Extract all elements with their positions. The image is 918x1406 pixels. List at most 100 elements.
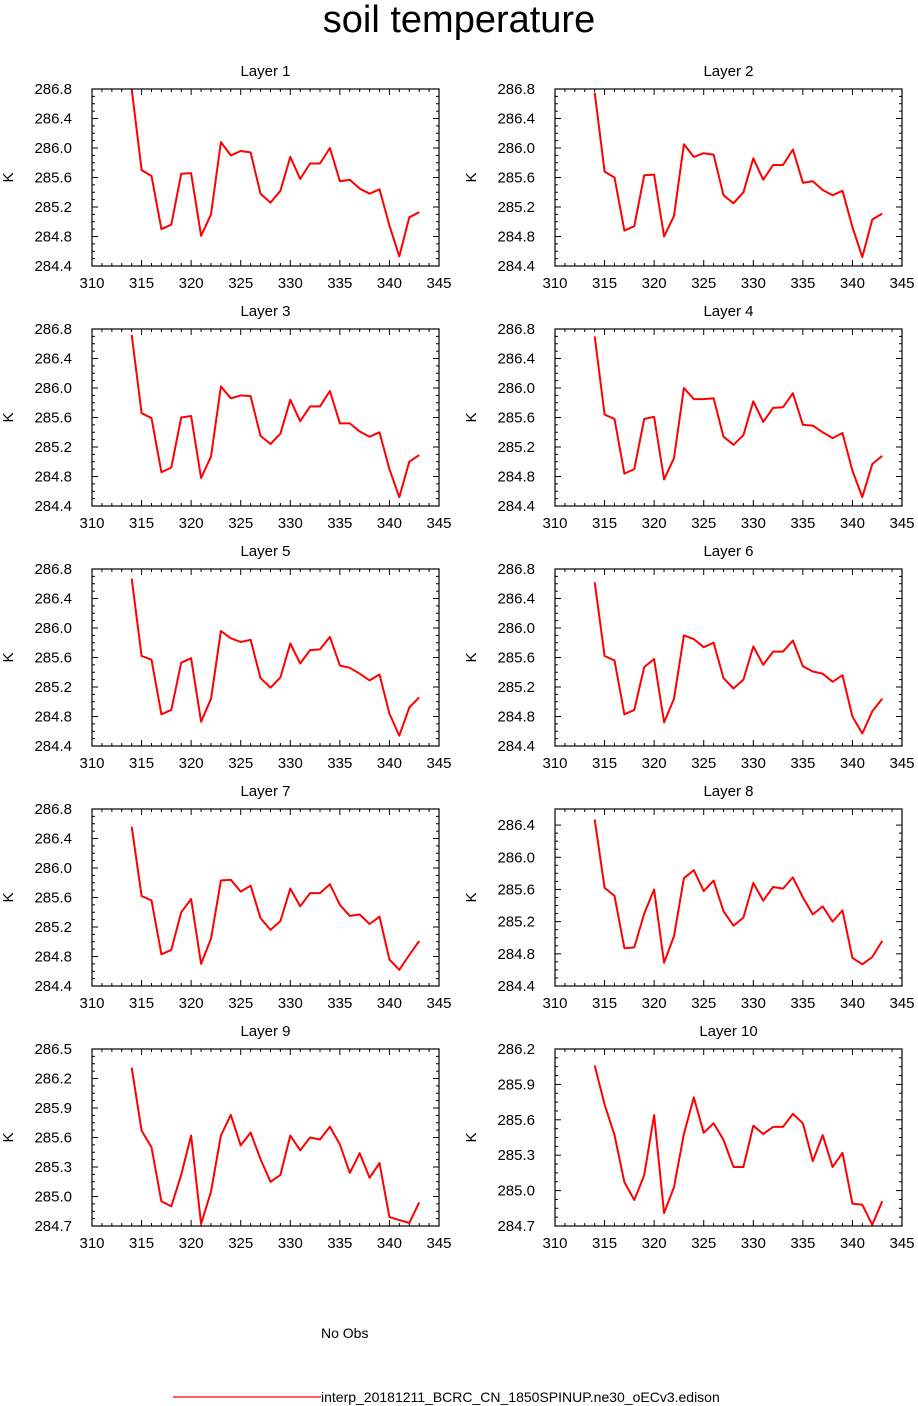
y-tick-label: 286.4 xyxy=(34,591,72,608)
x-tick-label: 340 xyxy=(840,1235,865,1252)
plot-frame xyxy=(554,1048,903,1227)
y-tick-label: 286.8 xyxy=(497,561,535,578)
plot-frame xyxy=(91,328,440,507)
series-line xyxy=(130,826,421,971)
chart-title: Layer 5 xyxy=(240,543,290,560)
chart-panel-9: Layer 9 K 310 315 320 325 330 335 340 345 284.7 285… xyxy=(0,1023,452,1252)
x-tick-label: 345 xyxy=(426,1235,451,1252)
chart-title: Layer 9 xyxy=(240,1023,290,1040)
plot-frame xyxy=(91,568,440,747)
y-tick-label: 285.6 xyxy=(497,881,535,898)
x-tick-label: 340 xyxy=(377,755,402,772)
y-tick-label: 284.4 xyxy=(497,498,535,515)
y-tick-label: 284.7 xyxy=(34,1218,72,1235)
y-tick-label: 285.6 xyxy=(497,170,535,187)
y-axis-label: K xyxy=(463,1132,480,1142)
chart-panel-7: Layer 7 K 310 315 320 325 330 335 340 345 284.4 284… xyxy=(0,783,452,1012)
chart-panel-1: Layer 1 K 310 315 320 325 330 335 340 345 284.4 284… xyxy=(0,63,452,292)
y-tick-label: 284.8 xyxy=(497,946,535,963)
y-tick-label: 285.2 xyxy=(497,914,535,931)
x-tick-label: 335 xyxy=(327,515,352,532)
y-tick-label: 286.4 xyxy=(497,817,535,834)
y-tick-label: 286.2 xyxy=(497,1041,535,1058)
y-tick-label: 286.8 xyxy=(34,801,72,818)
series-line xyxy=(130,88,420,258)
plot-frame xyxy=(91,808,440,987)
chart-panel-2: Layer 2 K 310 315 320 325 330 335 340 345 284.4 284… xyxy=(463,63,915,292)
x-tick-label: 315 xyxy=(129,515,154,532)
y-tick-label: 286.8 xyxy=(34,561,72,578)
x-tick-label: 320 xyxy=(642,755,667,772)
x-tick-label: 330 xyxy=(278,275,303,292)
y-tick-label: 286.4 xyxy=(497,111,535,128)
x-tick-label: 315 xyxy=(129,995,154,1012)
x-tick-label: 330 xyxy=(741,275,766,292)
y-tick-label: 284.4 xyxy=(497,738,535,755)
y-axis-label: K xyxy=(0,412,17,422)
chart-title: Layer 6 xyxy=(703,543,753,560)
x-tick-label: 335 xyxy=(790,755,815,772)
plot-frame xyxy=(554,808,903,987)
y-tick-label: 286.5 xyxy=(34,1041,72,1058)
series-line xyxy=(593,92,883,259)
x-tick-label: 340 xyxy=(377,275,402,292)
y-tick-label: 284.8 xyxy=(34,709,72,726)
y-axis-label: K xyxy=(0,172,17,182)
y-tick-label: 285.2 xyxy=(497,199,535,216)
y-tick-label: 286.8 xyxy=(497,81,535,98)
x-tick-label: 320 xyxy=(179,515,204,532)
x-tick-label: 345 xyxy=(426,275,451,292)
x-tick-label: 345 xyxy=(426,755,451,772)
y-tick-label: 285.2 xyxy=(34,679,72,696)
x-tick-label: 310 xyxy=(79,755,104,772)
x-tick-label: 325 xyxy=(691,995,716,1012)
page-title: soil temperature xyxy=(322,0,596,41)
chart-panel-6: Layer 6 K 310 315 320 325 330 335 340 345 284.4 284… xyxy=(463,543,915,772)
x-tick-label: 340 xyxy=(840,515,865,532)
series-line xyxy=(593,336,883,499)
y-axis-label: K xyxy=(0,1132,17,1142)
x-tick-label: 345 xyxy=(889,275,914,292)
x-tick-label: 315 xyxy=(592,995,617,1012)
x-tick-label: 330 xyxy=(741,995,766,1012)
x-tick-label: 345 xyxy=(426,995,451,1012)
y-tick-label: 285.6 xyxy=(34,170,72,187)
x-tick-label: 325 xyxy=(691,275,716,292)
x-tick-label: 340 xyxy=(840,275,865,292)
x-tick-label: 345 xyxy=(889,1235,914,1252)
y-tick-label: 285.0 xyxy=(497,1183,535,1200)
x-tick-label: 315 xyxy=(592,1235,617,1252)
x-tick-label: 340 xyxy=(377,995,402,1012)
x-tick-label: 315 xyxy=(592,755,617,772)
x-tick-label: 320 xyxy=(179,275,204,292)
x-tick-label: 320 xyxy=(179,1235,204,1252)
x-tick-label: 310 xyxy=(79,275,104,292)
x-tick-label: 315 xyxy=(129,1235,154,1252)
x-tick-label: 310 xyxy=(542,755,567,772)
x-tick-label: 345 xyxy=(889,515,914,532)
x-tick-label: 325 xyxy=(228,275,253,292)
x-tick-label: 325 xyxy=(691,1235,716,1252)
y-tick-label: 284.8 xyxy=(497,709,535,726)
y-tick-label: 285.6 xyxy=(34,410,72,427)
y-tick-label: 286.8 xyxy=(497,321,535,338)
y-tick-label: 285.6 xyxy=(497,410,535,427)
x-tick-label: 340 xyxy=(840,995,865,1012)
y-tick-label: 286.0 xyxy=(497,380,535,397)
y-tick-label: 285.3 xyxy=(497,1147,535,1164)
y-tick-label: 286.0 xyxy=(497,620,535,637)
chart-panel-3: Layer 3 K 310 315 320 325 330 335 340 345 284.4 284… xyxy=(0,303,452,532)
plot-frame xyxy=(91,1048,440,1227)
y-tick-label: 284.4 xyxy=(497,978,535,995)
y-tick-label: 286.4 xyxy=(34,831,72,848)
y-tick-label: 284.8 xyxy=(497,229,535,246)
x-tick-label: 310 xyxy=(542,1235,567,1252)
y-tick-label: 286.8 xyxy=(34,81,72,98)
x-tick-label: 315 xyxy=(129,755,154,772)
x-tick-label: 320 xyxy=(642,275,667,292)
x-tick-label: 320 xyxy=(642,515,667,532)
x-tick-label: 320 xyxy=(179,755,204,772)
chart-title: Layer 4 xyxy=(703,303,753,320)
y-tick-label: 286.0 xyxy=(34,860,72,877)
